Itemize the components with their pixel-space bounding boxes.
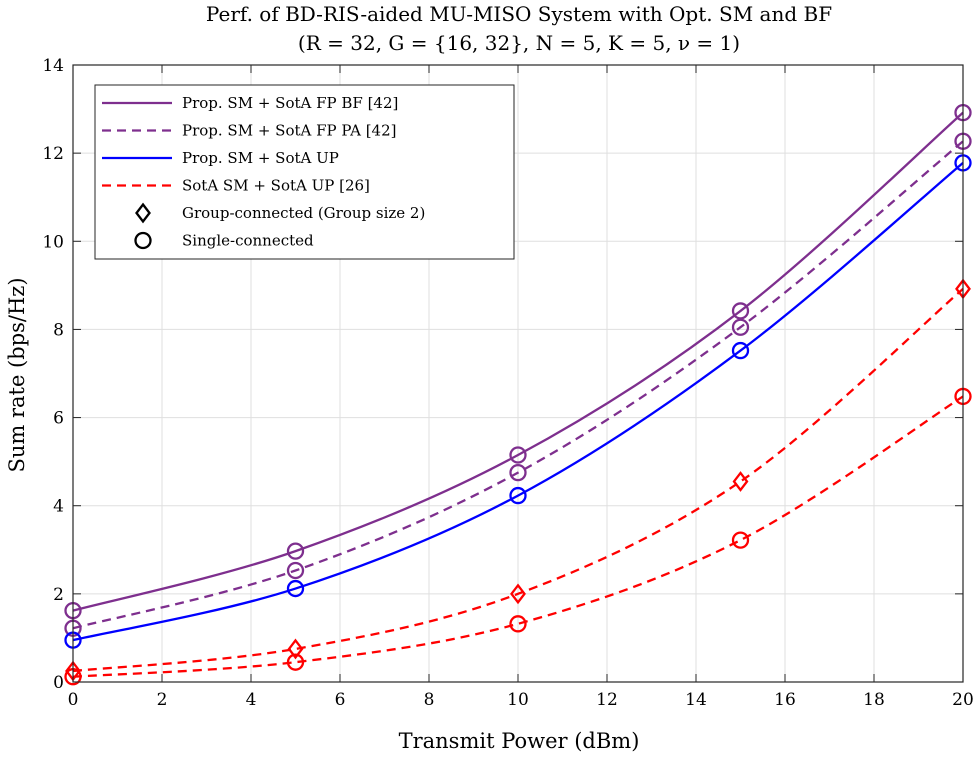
x-tick-label: 10 <box>507 690 529 710</box>
data-point-diamond <box>510 583 526 605</box>
legend-label: Group-connected (Group size 2) <box>182 204 425 222</box>
y-tick-label: 14 <box>42 56 64 76</box>
data-point-circle <box>286 653 305 671</box>
series-line-4-single-connected <box>72 395 964 678</box>
data-point-circle <box>731 531 750 549</box>
y-axis-label: Sum rate (bps/Hz) <box>5 277 29 472</box>
x-tick-label: 4 <box>246 690 257 710</box>
data-point-circle <box>286 579 305 598</box>
data-point-circle <box>731 341 750 360</box>
data-point-circle <box>509 615 527 633</box>
legend: Prop. SM + SotA FP BF [42] Prop. SM + Sot… <box>94 84 515 260</box>
y-tick-label: 4 <box>53 497 64 517</box>
y-tick-label: 6 <box>53 409 64 429</box>
legend-diamond-marker <box>135 202 151 224</box>
data-point-circle <box>731 318 750 336</box>
axis-ticks: 0 2 4 6 8 10 12 14 16 18 20 0 2 4 6 8 10 12 14 <box>42 56 973 710</box>
legend-label: Single-connected <box>182 232 314 250</box>
data-point-circle <box>509 486 527 505</box>
x-tick-label: 20 <box>952 690 974 710</box>
x-tick-label: 18 <box>863 690 885 710</box>
x-tick-label: 2 <box>157 690 168 710</box>
y-tick-label: 2 <box>53 585 64 605</box>
x-tick-label: 16 <box>774 690 796 710</box>
data-point-diamond <box>287 638 304 660</box>
chart-subtitle: (R = 32, G = {16, 32}, N = 5, K = 5, ν =… <box>298 31 740 55</box>
legend-label: SotA SM + SotA UP [26] <box>182 177 370 195</box>
data-point-circle <box>286 542 305 560</box>
x-tick-label: 6 <box>335 690 346 710</box>
data-point-circle <box>509 464 527 482</box>
data-point-diamond <box>732 471 749 492</box>
y-tick-label: 0 <box>53 673 64 693</box>
x-axis-label: Transmit Power (dBm) <box>399 729 640 753</box>
legend-label: Prop. SM + SotA FP PA [42] <box>182 122 396 140</box>
legend-label: Prop. SM + SotA FP BF [42] <box>182 94 398 112</box>
legend-box <box>94 84 515 260</box>
data-point-circle <box>509 446 527 464</box>
legend-circle-marker <box>134 231 152 250</box>
x-tick-label: 14 <box>685 690 707 710</box>
x-tick-label: 8 <box>424 690 435 710</box>
data-point-circle <box>286 561 305 580</box>
y-tick-label: 10 <box>42 232 64 252</box>
legend-label: Prop. SM + SotA UP <box>182 149 339 167</box>
y-tick-label: 12 <box>42 144 64 164</box>
x-tick-label: 0 <box>68 690 79 710</box>
y-tick-label: 8 <box>53 320 64 340</box>
chart-title: Perf. of BD-RIS-aided MU-MISO System wit… <box>206 2 832 26</box>
x-tick-label: 12 <box>596 690 618 710</box>
data-point-circle <box>731 302 750 320</box>
